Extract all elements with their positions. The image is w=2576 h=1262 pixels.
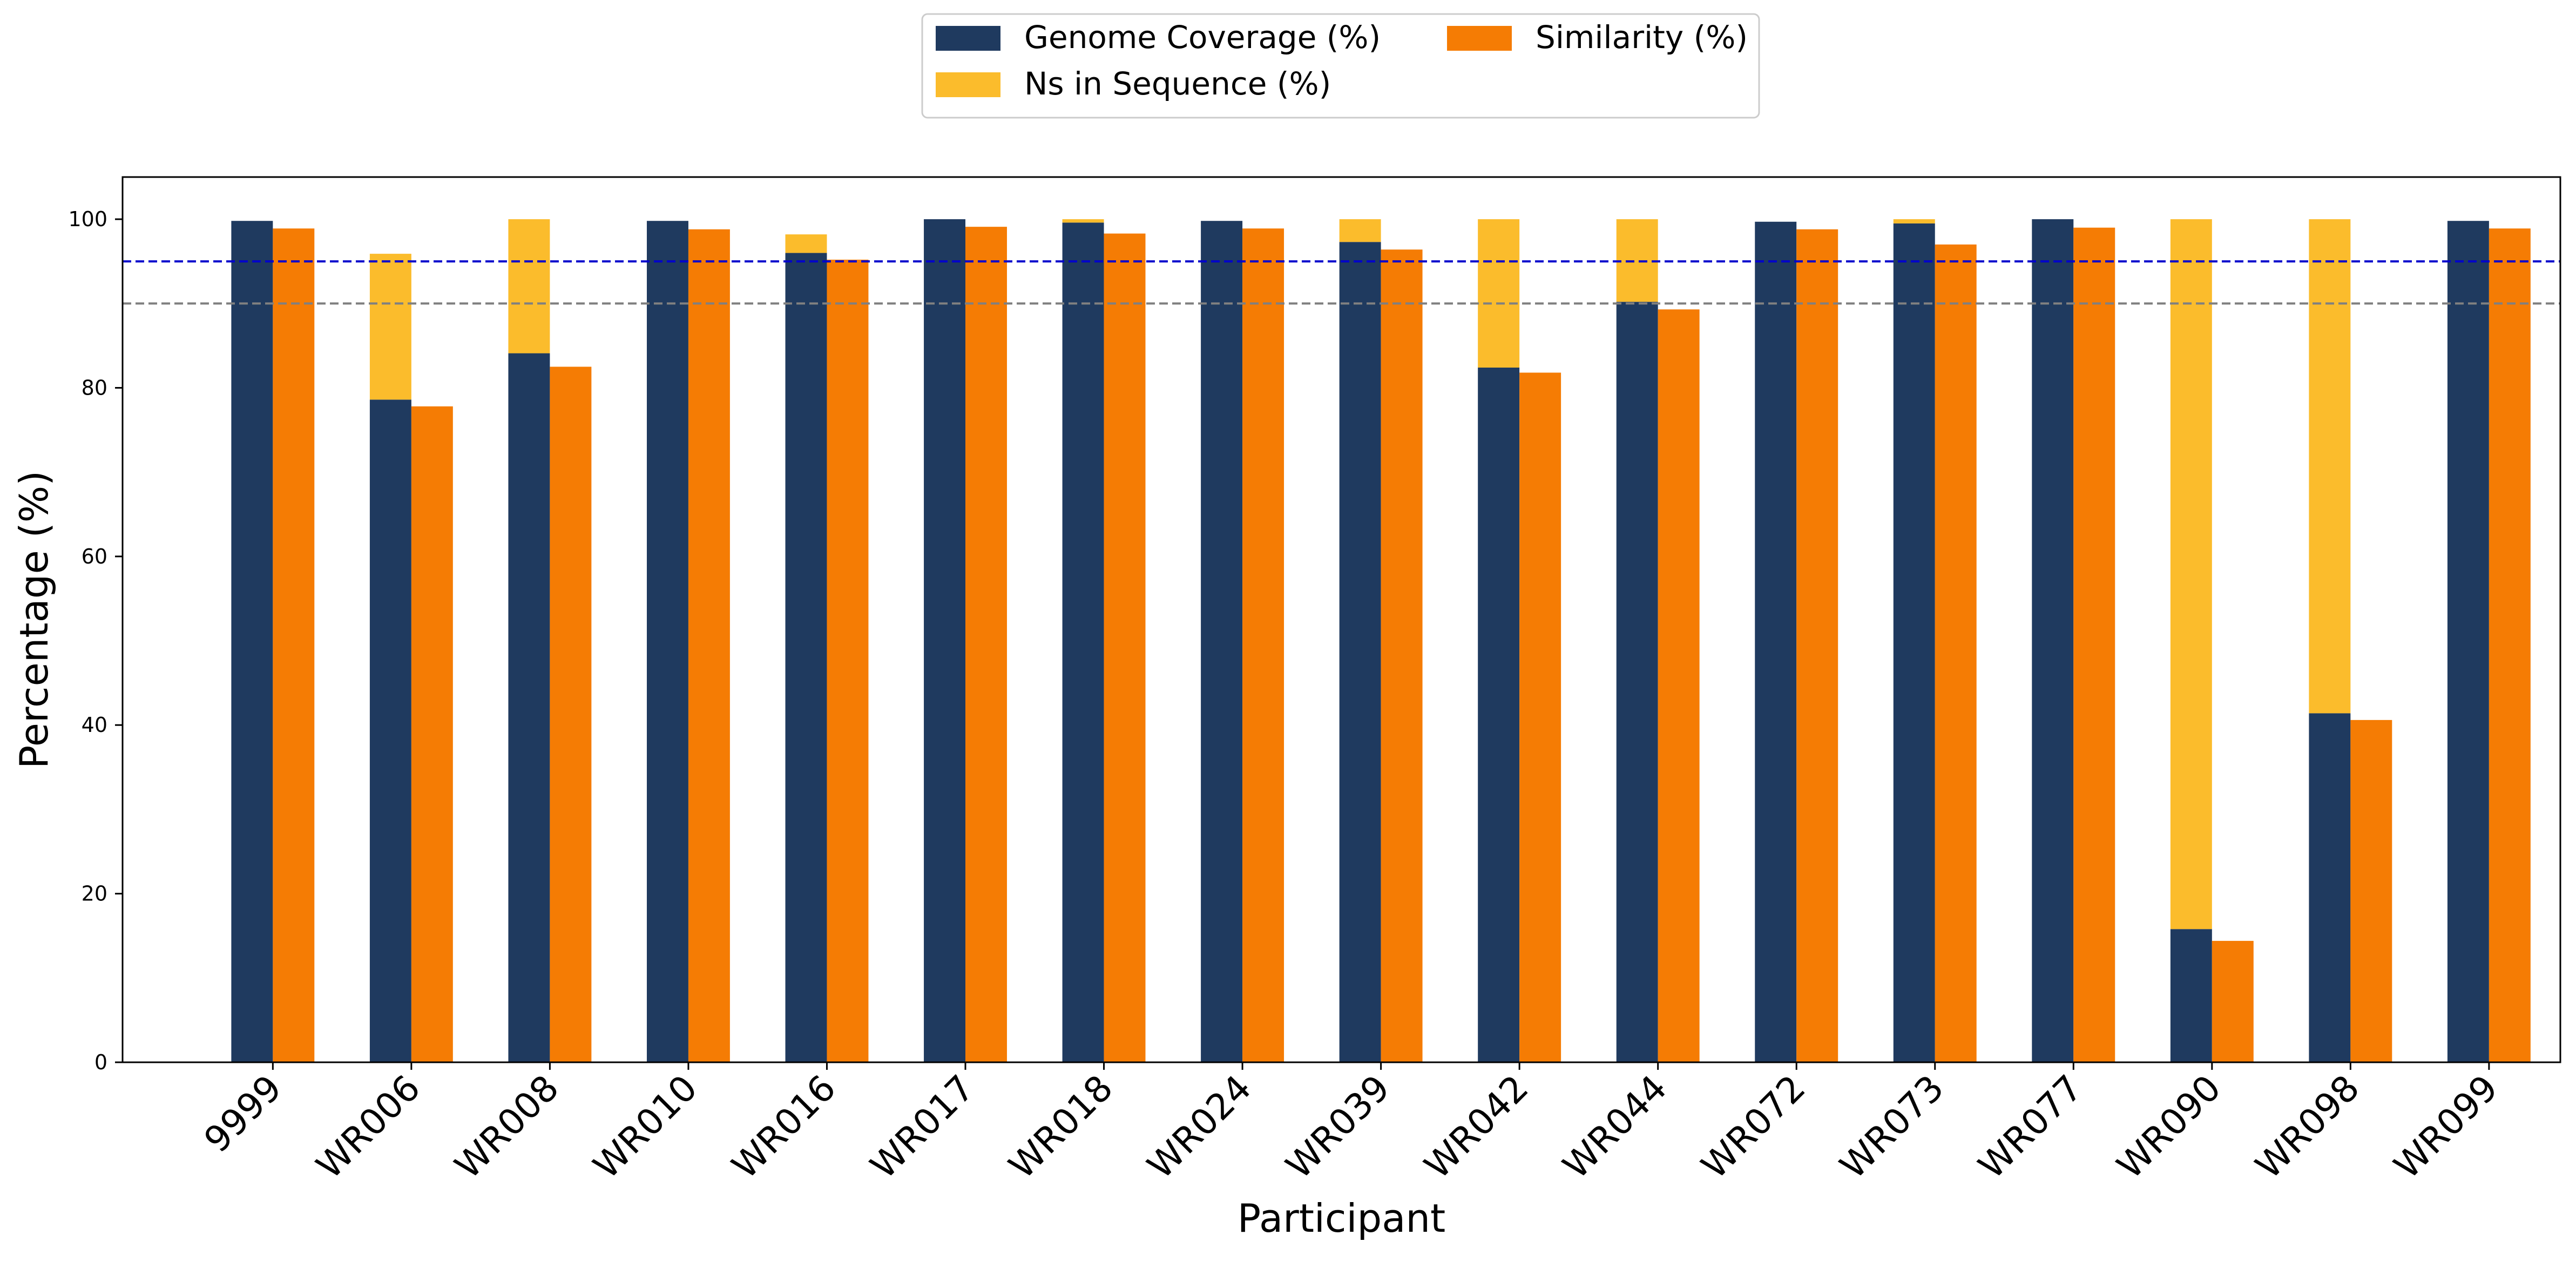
bar-genome-coverage [1062,222,1104,1062]
bar-similarity [688,229,730,1062]
bar-similarity [1519,372,1561,1063]
x-tick-label: WR018 [1001,1067,1121,1187]
y-tick-label: 60 [82,545,107,568]
bar-ns-in-sequence [508,219,550,354]
bar-similarity [1935,244,1977,1062]
x-tick-label: WR010 [585,1067,705,1187]
bar-similarity [550,367,592,1062]
bar-genome-coverage [924,219,966,1063]
x-tick-label: WR072 [1693,1067,1813,1187]
x-tick-label: WR077 [1970,1067,2090,1187]
bar-similarity [273,228,315,1063]
x-tick-label: WR042 [1416,1067,1536,1187]
bar-similarity [1381,249,1423,1062]
x-tick-label: WR090 [2109,1067,2229,1187]
legend-label: Ns in Sequence (%) [1024,65,1331,102]
bar-genome-coverage [1339,242,1381,1063]
legend-swatch [1447,26,1512,51]
bar-genome-coverage [646,221,688,1063]
bar-ns-in-sequence [1616,219,1658,302]
bars-layer [231,219,2531,1063]
bar-genome-coverage [1893,223,1935,1062]
x-tick-label: WR006 [308,1067,428,1187]
x-tick-label: WR099 [2386,1067,2506,1187]
y-axis-label: Percentage (%) [11,471,57,769]
x-tick-label: 9999 [196,1067,289,1161]
reference-lines [123,260,2560,305]
bar-similarity [1242,228,1284,1063]
y-tick-label: 20 [82,882,107,906]
x-tick-label: WR098 [2248,1067,2368,1187]
bar-genome-coverage [369,399,411,1063]
bar-genome-coverage [785,253,827,1063]
y-tick-label: 100 [68,207,107,231]
x-tick-label: WR044 [1555,1067,1675,1187]
bar-ns-in-sequence [1893,219,1935,223]
x-tick-label: WR008 [447,1067,567,1187]
y-tick-label: 80 [82,376,107,399]
bar-similarity [1104,233,1146,1063]
bar-similarity [1796,229,1838,1062]
bar-genome-coverage [2032,219,2074,1063]
bar-ns-in-sequence [1062,219,1104,223]
bar-similarity [2350,720,2392,1062]
bar-ns-in-sequence [1339,219,1381,242]
bar-genome-coverage [2170,929,2212,1062]
x-axis: 9999 WR006 WR008 WR010 WR016 WR017 WR018 WR024 W… [196,1062,2506,1187]
legend: Genome Coverage (%) Similarity (%) Ns in S… [921,13,1760,119]
legend-swatch [936,72,1000,97]
bar-similarity [2212,941,2254,1062]
bar-ns-in-sequence [1478,219,1520,368]
bar-genome-coverage [1478,367,1520,1062]
y-axis: 0 20 40 60 80 100 [68,207,123,1074]
bar-genome-coverage [1201,221,1243,1063]
legend-frame [921,13,1760,119]
legend-swatch [936,26,1000,51]
x-tick-label: WR016 [724,1067,844,1187]
legend-label: Genome Coverage (%) [1024,19,1381,56]
x-axis-label: Participant [1238,1196,1445,1241]
bar-genome-coverage [1616,302,1658,1063]
bar-similarity [411,406,453,1062]
bar-genome-coverage [2447,221,2489,1063]
bar-similarity [827,260,869,1063]
x-tick-label: WR024 [1139,1067,1259,1187]
x-tick-label: WR073 [1832,1067,1952,1187]
bar-ns-in-sequence [2309,219,2351,714]
bar-genome-coverage [231,221,273,1063]
bar-genome-coverage [2309,713,2351,1062]
bar-similarity [965,227,1007,1063]
bar-ns-in-sequence [785,234,827,253]
bar-ns-in-sequence [369,254,411,400]
bar-ns-in-sequence [2170,219,2212,929]
x-tick-label: WR017 [862,1067,982,1187]
bar-genome-coverage [1755,221,1797,1062]
x-tick-label: WR039 [1278,1067,1398,1187]
bar-similarity [2073,227,2115,1062]
bar-similarity [1658,309,1700,1063]
bar-genome-coverage [508,353,550,1062]
plot-frame [121,176,2561,1063]
y-tick-label: 40 [82,713,107,737]
legend-label: Similarity (%) [1536,19,1748,56]
bar-similarity [2489,228,2531,1063]
y-tick-label: 0 [94,1050,107,1074]
